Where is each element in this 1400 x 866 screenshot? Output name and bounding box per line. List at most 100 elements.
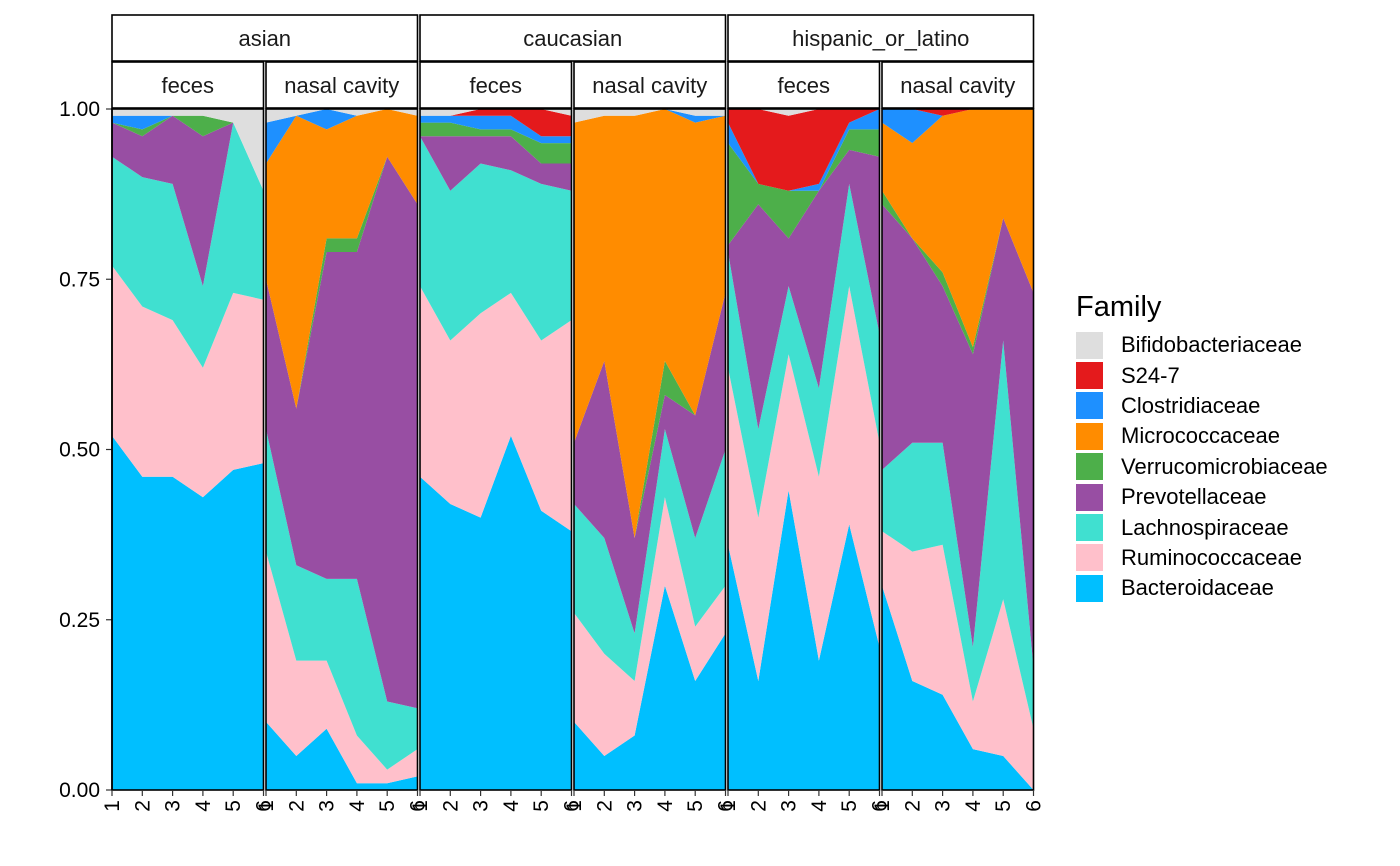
x-tick-label: 2: [439, 800, 462, 812]
x-tick-label: 1: [563, 800, 586, 812]
area-prevotellaceae: [420, 136, 572, 191]
group-strip: [727, 14, 1035, 62]
area-ruminococcaceae: [882, 531, 1034, 790]
x-tick-label: 2: [747, 800, 770, 812]
area-prevotellaceae: [882, 204, 1034, 668]
x-tick-label: 4: [808, 800, 831, 812]
area-ruminococcaceae: [728, 286, 880, 681]
legend-item: Ruminococcaceae: [1076, 543, 1328, 573]
x-tick-label: 1: [101, 800, 124, 812]
area-prevotellaceae: [266, 156, 418, 709]
area-lachnospiraceae: [882, 340, 1034, 729]
area-lachnospiraceae: [112, 122, 264, 368]
x-tick-label: 6: [407, 800, 430, 812]
area-clostridiaceae: [728, 109, 880, 191]
x-tick-label: 5: [684, 800, 707, 812]
area-prevotellaceae: [112, 115, 264, 287]
x-tick-label: 5: [838, 800, 861, 812]
area-ruminococcaceae: [112, 265, 264, 498]
legend-title: Family: [1076, 291, 1162, 323]
legend-label: Lachnospiraceae: [1121, 514, 1289, 540]
x-tick-label: 5: [222, 800, 245, 812]
area-clostridiaceae: [420, 115, 572, 144]
x-tick-label: 1: [255, 800, 278, 812]
x-tick-label: 5: [530, 800, 553, 812]
area-ruminococcaceae: [266, 551, 418, 784]
legend-item: Verrucomicrobiaceae: [1076, 452, 1328, 482]
legend-item: Lachnospiraceae: [1076, 512, 1328, 542]
x-tick-label: 5: [992, 800, 1015, 812]
x-tick-label: 1: [717, 800, 740, 812]
area-lachnospiraceae: [728, 183, 880, 518]
area-bacteroidaceae: [112, 435, 264, 790]
panel-strip-label: feces: [161, 73, 214, 98]
legend-swatch: [1076, 362, 1103, 390]
legend-swatch: [1076, 483, 1103, 511]
y-tick-label: 0.00: [59, 779, 100, 802]
area-lachnospiraceae: [266, 429, 418, 770]
area-ruminococcaceae: [420, 286, 572, 532]
area-bacteroidaceae: [574, 585, 726, 790]
area-bifidobacteriaceae: [112, 109, 264, 191]
x-tick-label: 1: [409, 800, 432, 812]
legend-item: S24-7: [1076, 360, 1328, 390]
panel-border: [881, 108, 1035, 791]
area-verrucomicrobiaceae: [728, 129, 880, 246]
x-tick-label: 2: [901, 800, 924, 812]
legend-label: Prevotellaceae: [1121, 484, 1267, 510]
x-tick-label: 1: [871, 800, 894, 812]
group-strip-label: caucasian: [523, 26, 622, 51]
x-tick-label: 3: [470, 800, 493, 812]
area-micrococcaceae: [266, 109, 418, 409]
x-tick-label: 6: [561, 800, 584, 812]
x-tick-label: 3: [162, 800, 185, 812]
area-prevotellaceae: [574, 292, 726, 634]
x-tick-label: 3: [932, 800, 955, 812]
legend-label: Verrucomicrobiaceae: [1121, 453, 1328, 479]
group-strip: [419, 14, 727, 62]
legend: Family Bifidobacteriaceae S24-7 Clostridia…: [1076, 290, 1328, 604]
legend-label: Clostridiaceae: [1121, 392, 1261, 418]
panel-strip: [573, 61, 727, 109]
area-lachnospiraceae: [574, 429, 726, 681]
legend-item: Bacteroidaceae: [1076, 573, 1328, 603]
area-bifidobacteriaceae: [574, 109, 726, 123]
area-bacteroidaceae: [728, 490, 880, 790]
x-tick-label: 5: [376, 800, 399, 812]
legend-label: S24-7: [1121, 362, 1180, 388]
legend-swatch: [1076, 453, 1103, 481]
x-tick-label: 4: [500, 800, 523, 812]
area-ruminococcaceae: [574, 497, 726, 756]
y-tick-label: 1.00: [59, 98, 100, 121]
area-bifidobacteriaceae: [420, 109, 572, 116]
y-tick-label: 0.75: [59, 268, 100, 291]
area-bacteroidaceae: [882, 585, 1034, 790]
area-s24-7: [420, 109, 572, 137]
y-tick-label: 0.25: [59, 609, 100, 632]
legend-swatch: [1076, 544, 1103, 572]
panel-strip-label: nasal cavity: [284, 73, 399, 98]
x-tick-label: 2: [131, 800, 154, 812]
panel-border: [727, 108, 881, 791]
legend-label: Bacteroidaceae: [1121, 575, 1274, 601]
group-strip: [111, 14, 419, 62]
legend-swatch: [1076, 514, 1103, 542]
area-s24-7: [882, 109, 1034, 116]
area-bifidobacteriaceae: [266, 109, 418, 123]
x-tick-label: 6: [1023, 800, 1046, 812]
legend-item: Bifidobacteriaceae: [1076, 330, 1328, 360]
x-tick-label: 6: [253, 800, 276, 812]
x-tick-label: 3: [624, 800, 647, 812]
panel-border: [573, 108, 727, 791]
x-tick-label: 2: [593, 800, 616, 812]
panel-border: [265, 108, 419, 791]
x-tick-label: 3: [778, 800, 801, 812]
x-tick-label: 3: [316, 800, 339, 812]
area-bacteroidaceae: [420, 435, 572, 790]
legend-swatch: [1076, 574, 1103, 602]
y-tick-label: 0.50: [59, 439, 100, 462]
x-tick-label: 4: [962, 800, 985, 812]
area-lachnospiraceae: [420, 136, 572, 341]
area-s24-7: [728, 109, 880, 191]
area-clostridiaceae: [112, 115, 264, 191]
